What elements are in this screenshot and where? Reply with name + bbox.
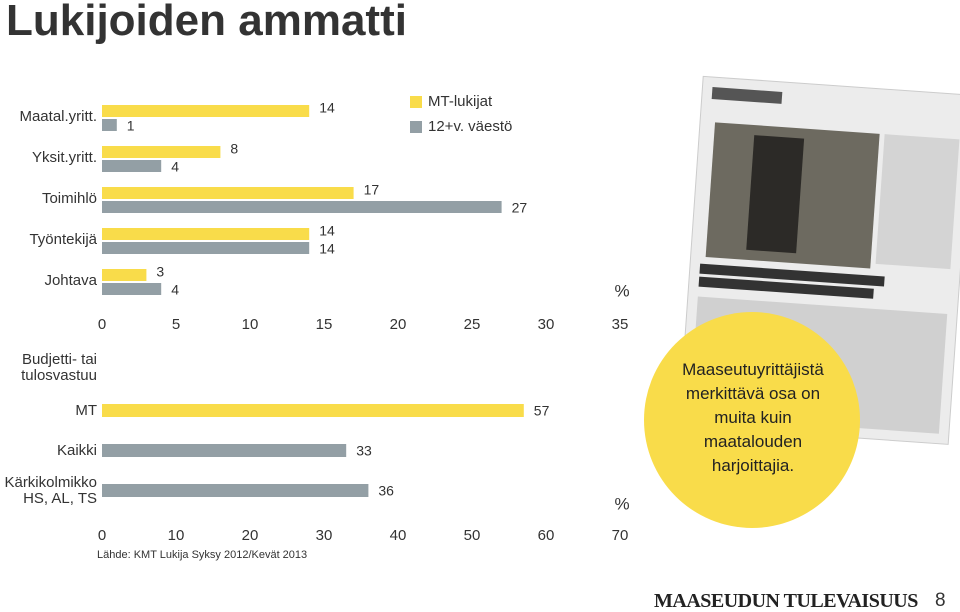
x-tick-label: 0 [98,316,106,333]
value-label: 8 [230,141,238,157]
x-tick-label: 40 [390,527,407,544]
legend-label: MT-lukijat [428,93,493,110]
x-tick-label: 20 [390,316,407,333]
category-label: Työntekijä [29,231,97,248]
value-label: 27 [512,200,528,216]
value-label: 14 [319,223,335,239]
x-tick-label: 10 [168,527,185,544]
value-label: 4 [171,159,179,175]
value-label: 36 [378,483,394,499]
bar [102,269,147,281]
x-tick-label: 30 [316,527,333,544]
legend-label: 12+v. väestö [428,118,512,135]
bar [102,160,162,172]
callout-circle [644,312,860,528]
bar [102,283,162,295]
x-tick-label: 15 [316,316,333,333]
value-label: 57 [534,403,550,419]
x-tick-label: 50 [464,527,481,544]
legend-swatch [410,121,422,133]
x-tick-label: 30 [538,316,555,333]
bar [102,484,369,497]
category-label: Kaikki [56,442,97,459]
category-label: Johtava [44,272,97,289]
callout-text: Maaseutuyrittäjistä merkittävä osa on mu… [682,360,824,475]
title: Lukijoiden ammatti [6,0,407,45]
category-label: Kärkikolmikko HS, AL, TS [4,474,97,507]
unit-label: % [614,494,629,513]
value-label: 14 [319,100,335,116]
bar [102,201,502,213]
group-label: Budjetti- tai tulosvastuu [21,351,97,384]
value-label: 4 [171,282,179,298]
value-label: 1 [127,118,135,134]
x-tick-label: 70 [612,527,629,544]
unit-label: % [614,281,629,300]
x-tick-label: 60 [538,527,555,544]
logo: MAASEUDUN TULEVAISUUS [654,590,918,612]
x-tick-label: 0 [98,527,106,544]
value-label: 3 [156,264,164,280]
value-label: 17 [364,182,380,198]
bar [102,228,310,240]
page-number: 8 [935,590,946,611]
category-label: Maatal.yritt. [19,108,97,125]
bar [102,242,310,254]
bar [102,119,117,131]
value-label: 33 [356,443,372,459]
bar [102,444,347,457]
x-tick-label: 25 [464,316,481,333]
legend-swatch [410,96,422,108]
value-label: 14 [319,241,335,257]
category-label: Toimihlö [41,190,97,207]
bar [102,105,310,117]
x-tick-label: 10 [242,316,259,333]
category-label: MT [75,402,97,419]
source: Lähde: KMT Lukija Syksy 2012/Kevät 2013 [97,549,308,561]
x-tick-label: 20 [242,527,259,544]
x-tick-label: 5 [172,316,180,333]
bar [102,146,221,158]
x-tick-label: 35 [612,316,629,333]
bar [102,404,524,417]
bar [102,187,354,199]
category-label: Yksit.yritt. [31,149,97,166]
